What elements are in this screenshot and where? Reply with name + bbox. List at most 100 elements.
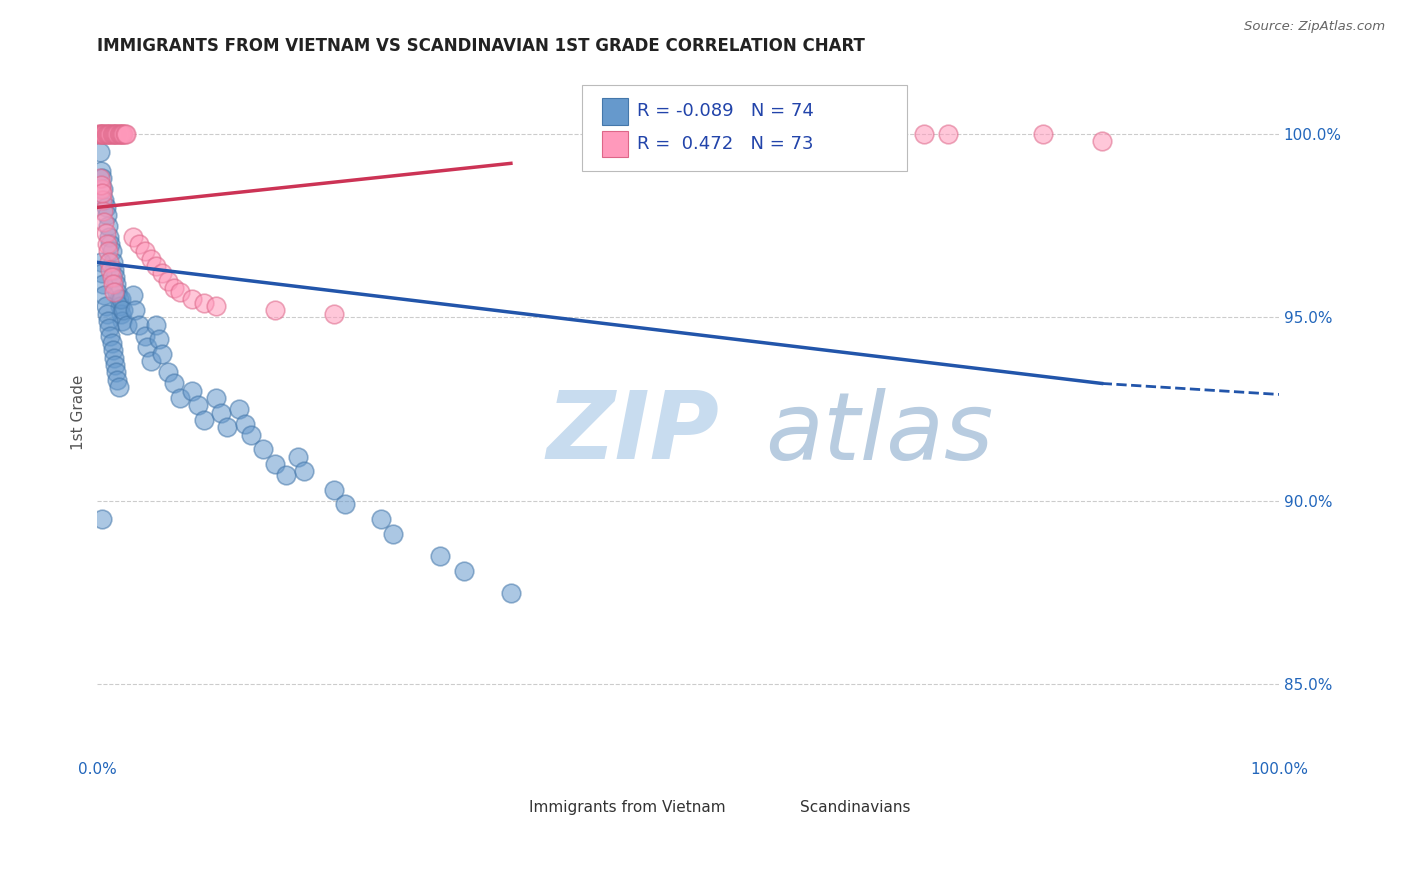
Point	[292, 465, 315, 479]
Point	[276, 468, 298, 483]
Point	[103, 285, 125, 299]
Point	[103, 127, 125, 141]
Point	[101, 277, 124, 292]
Point	[98, 328, 121, 343]
Point	[121, 229, 143, 244]
Point	[128, 318, 150, 332]
Point	[134, 328, 156, 343]
Text: IMMIGRANTS FROM VIETNAM VS SCANDINAVIAN 1ST GRADE CORRELATION CHART: IMMIGRANTS FROM VIETNAM VS SCANDINAVIAN …	[97, 37, 865, 55]
Point	[335, 498, 357, 512]
Point	[91, 186, 114, 200]
Point	[150, 347, 173, 361]
Point	[110, 307, 132, 321]
Point	[97, 244, 120, 259]
Point	[103, 262, 125, 277]
Point	[93, 193, 115, 207]
Point	[110, 292, 132, 306]
Point	[322, 307, 344, 321]
Point	[91, 266, 114, 280]
Point	[110, 127, 132, 141]
Point	[108, 127, 131, 141]
Point	[148, 333, 170, 347]
Point	[105, 127, 128, 141]
Point	[94, 226, 117, 240]
Point	[105, 277, 128, 292]
Point	[936, 127, 959, 141]
Point	[93, 288, 115, 302]
Point	[93, 215, 115, 229]
Point	[104, 127, 127, 141]
Text: R = -0.089   N = 74: R = -0.089 N = 74	[637, 103, 814, 120]
Point	[114, 127, 136, 141]
Point	[100, 127, 122, 141]
Point	[370, 512, 392, 526]
Point	[204, 391, 226, 405]
Point	[91, 182, 114, 196]
Point	[263, 457, 285, 471]
Text: atlas: atlas	[765, 388, 993, 479]
Point	[114, 127, 136, 141]
Point	[914, 127, 936, 141]
Point	[139, 354, 162, 368]
Point	[91, 204, 114, 219]
Point	[108, 300, 131, 314]
Point	[429, 549, 451, 563]
Point	[1032, 127, 1054, 141]
Text: R =  0.472   N = 73: R = 0.472 N = 73	[637, 135, 814, 153]
Point	[90, 255, 112, 269]
Point	[103, 351, 125, 365]
Point	[145, 259, 167, 273]
Point	[209, 406, 232, 420]
Point	[98, 127, 121, 141]
Point	[94, 200, 117, 214]
Point	[96, 208, 118, 222]
Point	[180, 384, 202, 398]
Point	[287, 450, 309, 464]
Y-axis label: 1st Grade: 1st Grade	[72, 376, 86, 450]
Point	[90, 182, 112, 196]
Point	[100, 336, 122, 351]
Point	[91, 171, 114, 186]
Text: Source: ZipAtlas.com: Source: ZipAtlas.com	[1244, 20, 1385, 33]
Point	[101, 127, 124, 141]
Point	[98, 321, 121, 335]
Point	[121, 288, 143, 302]
Point	[217, 420, 239, 434]
Point	[90, 127, 112, 141]
Point	[107, 292, 129, 306]
FancyBboxPatch shape	[582, 86, 907, 171]
Point	[91, 193, 114, 207]
Point	[91, 127, 114, 141]
Point	[98, 127, 121, 141]
Point	[105, 366, 128, 380]
Point	[94, 127, 117, 141]
Point	[100, 244, 122, 259]
Point	[107, 127, 129, 141]
Point	[98, 262, 121, 277]
FancyBboxPatch shape	[602, 98, 628, 125]
Point	[263, 303, 285, 318]
Point	[239, 427, 262, 442]
Point	[252, 442, 274, 457]
Text: Immigrants from Vietnam: Immigrants from Vietnam	[529, 800, 725, 814]
Point	[112, 127, 135, 141]
Point	[794, 127, 817, 141]
Point	[112, 303, 135, 318]
Point	[90, 163, 112, 178]
Point	[97, 314, 120, 328]
Point	[150, 266, 173, 280]
Point	[145, 318, 167, 332]
Point	[169, 391, 191, 405]
FancyBboxPatch shape	[494, 797, 519, 820]
Point	[193, 413, 215, 427]
Point	[91, 127, 114, 141]
Point	[87, 127, 110, 141]
Point	[96, 127, 118, 141]
Point	[100, 270, 122, 285]
Point	[139, 252, 162, 266]
Point	[124, 303, 146, 318]
Point	[322, 483, 344, 497]
FancyBboxPatch shape	[602, 131, 628, 157]
Text: Scandinavians: Scandinavians	[800, 800, 911, 814]
Point	[134, 244, 156, 259]
